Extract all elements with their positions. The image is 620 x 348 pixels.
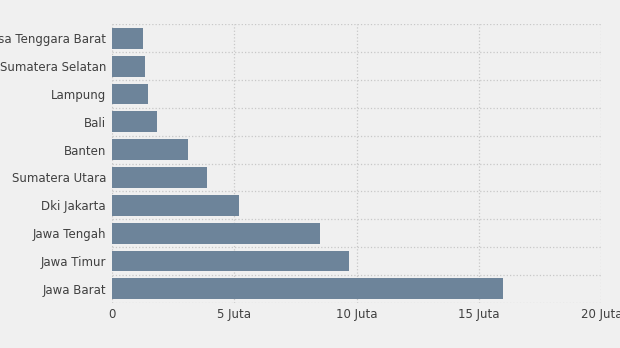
Bar [112,251,349,271]
Bar [112,56,144,77]
Bar [112,111,157,132]
Bar [112,278,503,299]
Bar [112,223,320,244]
Bar [112,195,239,216]
Bar [112,139,187,160]
Bar [112,167,207,188]
Bar [112,84,148,104]
Bar [112,28,143,49]
